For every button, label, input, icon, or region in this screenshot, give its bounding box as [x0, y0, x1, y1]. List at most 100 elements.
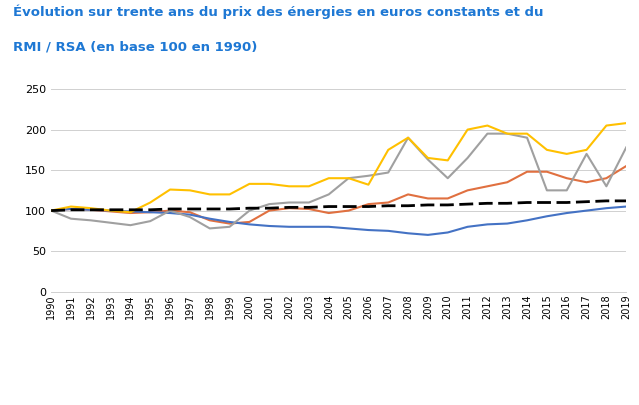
- Gaz naturel: [385, 200, 392, 205]
- Fioul domestique: [305, 200, 312, 205]
- RMI/RSA: [523, 200, 531, 205]
- Propane: [146, 200, 154, 205]
- Gaz naturel: [186, 210, 194, 215]
- Propane: [67, 204, 75, 209]
- Propane: [345, 176, 353, 181]
- Fioul domestique: [87, 218, 95, 223]
- Line: RMI/RSA: RMI/RSA: [51, 201, 626, 211]
- Propane: [245, 181, 253, 186]
- Propane: [47, 208, 55, 213]
- RMI/RSA: [305, 205, 312, 210]
- RMI/RSA: [385, 203, 392, 208]
- Gaz naturel: [245, 220, 253, 224]
- Electricité: [166, 211, 174, 215]
- Fioul domestique: [385, 170, 392, 175]
- RMI/RSA: [484, 201, 491, 206]
- Electricité: [563, 211, 571, 215]
- Gaz naturel: [127, 211, 134, 215]
- Electricité: [67, 207, 75, 211]
- Propane: [484, 123, 491, 128]
- Propane: [444, 158, 452, 163]
- Electricité: [206, 216, 213, 221]
- Line: Propane: Propane: [51, 123, 626, 212]
- RMI/RSA: [583, 199, 590, 204]
- Gaz naturel: [622, 164, 630, 168]
- Propane: [87, 206, 95, 211]
- Propane: [622, 121, 630, 126]
- Fioul domestique: [226, 224, 233, 229]
- RMI/RSA: [365, 204, 373, 209]
- RMI/RSA: [186, 207, 194, 211]
- Gaz naturel: [226, 221, 233, 226]
- RMI/RSA: [345, 204, 353, 209]
- Electricité: [305, 224, 312, 229]
- RMI/RSA: [543, 200, 551, 205]
- RMI/RSA: [166, 207, 174, 211]
- Electricité: [484, 222, 491, 227]
- Gaz naturel: [563, 176, 571, 181]
- Electricité: [523, 218, 531, 223]
- RMI/RSA: [245, 206, 253, 211]
- Electricité: [107, 208, 114, 213]
- Gaz naturel: [603, 176, 610, 181]
- Gaz naturel: [265, 208, 273, 213]
- Fioul domestique: [523, 135, 531, 140]
- Electricité: [622, 204, 630, 209]
- Propane: [265, 181, 273, 186]
- Propane: [127, 210, 134, 215]
- Electricité: [365, 228, 373, 232]
- Gaz naturel: [424, 196, 432, 201]
- Propane: [424, 156, 432, 160]
- RMI/RSA: [127, 207, 134, 212]
- Electricité: [464, 224, 472, 229]
- Electricité: [385, 228, 392, 233]
- Fioul domestique: [127, 223, 134, 228]
- Propane: [504, 131, 511, 136]
- RMI/RSA: [206, 207, 213, 211]
- Fioul domestique: [206, 226, 213, 231]
- Fioul domestique: [504, 131, 511, 136]
- Propane: [325, 176, 332, 181]
- Fioul domestique: [186, 215, 194, 220]
- Gaz naturel: [325, 211, 332, 215]
- Propane: [166, 187, 174, 192]
- Fioul domestique: [404, 135, 412, 140]
- Propane: [226, 192, 233, 197]
- Electricité: [146, 210, 154, 215]
- RMI/RSA: [563, 200, 571, 205]
- Propane: [603, 123, 610, 128]
- Gaz naturel: [583, 180, 590, 185]
- Propane: [285, 184, 293, 189]
- Gaz naturel: [206, 218, 213, 223]
- Electricité: [87, 207, 95, 212]
- Electricité: [504, 221, 511, 226]
- RMI/RSA: [444, 202, 452, 207]
- Gaz naturel: [464, 188, 472, 193]
- Electricité: [47, 208, 55, 213]
- Electricité: [424, 232, 432, 237]
- Propane: [543, 147, 551, 152]
- Fioul domestique: [603, 184, 610, 189]
- RMI/RSA: [226, 207, 233, 211]
- Gaz naturel: [166, 208, 174, 213]
- Gaz naturel: [285, 206, 293, 211]
- Fioul domestique: [166, 208, 174, 213]
- Text: Évolution sur trente ans du prix des énergies en euros constants et du: Évolution sur trente ans du prix des éne…: [13, 4, 543, 19]
- Fioul domestique: [622, 145, 630, 150]
- Electricité: [543, 214, 551, 219]
- Propane: [563, 151, 571, 156]
- Fioul domestique: [365, 173, 373, 178]
- Propane: [583, 147, 590, 152]
- Propane: [404, 135, 412, 140]
- Propane: [305, 184, 312, 189]
- Fioul domestique: [444, 176, 452, 181]
- Electricité: [245, 222, 253, 227]
- Gaz naturel: [67, 207, 75, 211]
- Line: Gaz naturel: Gaz naturel: [51, 166, 626, 224]
- RMI/RSA: [325, 204, 332, 209]
- Text: RMI / RSA (en base 100 en 1990): RMI / RSA (en base 100 en 1990): [13, 40, 257, 53]
- Propane: [385, 147, 392, 152]
- Propane: [365, 182, 373, 187]
- Propane: [186, 188, 194, 193]
- Gaz naturel: [107, 209, 114, 214]
